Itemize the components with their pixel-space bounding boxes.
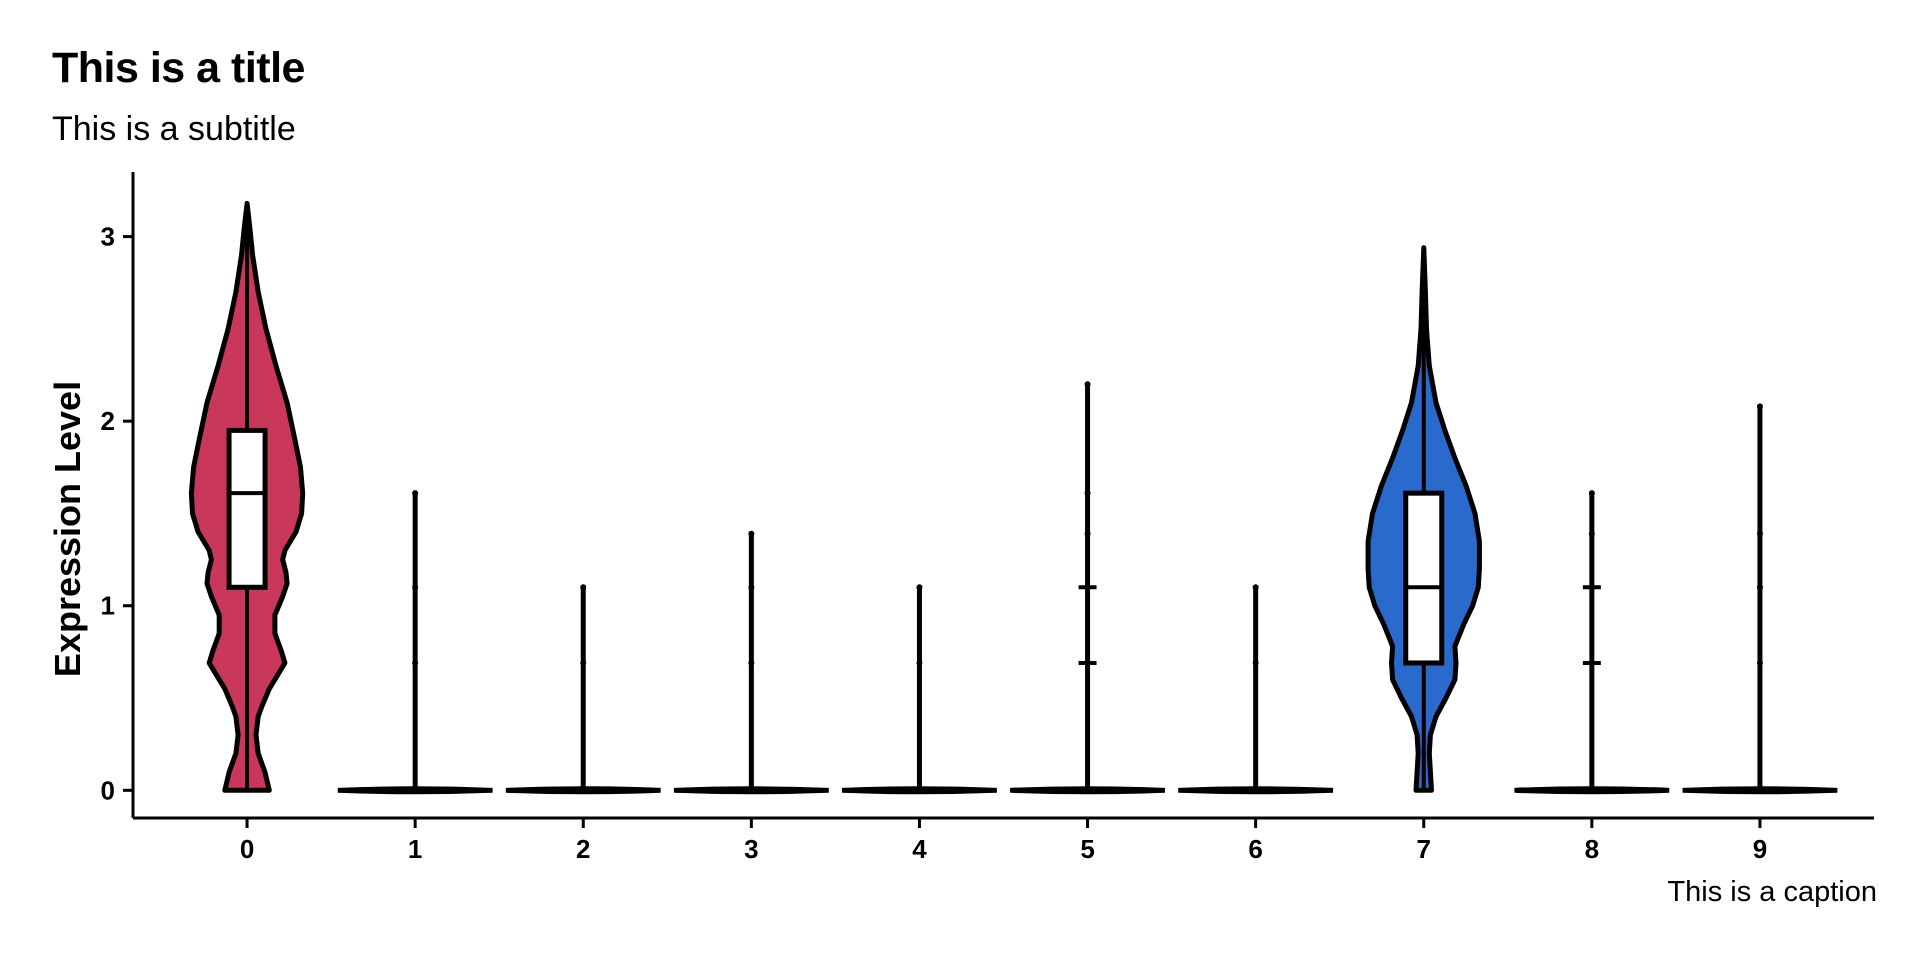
data-point-2 bbox=[580, 659, 587, 666]
box-0 bbox=[226, 427, 268, 590]
chart-subtitle: This is a subtitle bbox=[52, 110, 296, 148]
x-tick-label: 6 bbox=[1248, 834, 1262, 864]
y-tick-label: 3 bbox=[101, 222, 115, 252]
x-tick-label: 8 bbox=[1585, 834, 1599, 864]
data-point-8 bbox=[1588, 530, 1595, 537]
data-point-4 bbox=[916, 659, 923, 666]
data-point-8 bbox=[1588, 490, 1595, 497]
data-point-9 bbox=[1756, 530, 1763, 537]
violins-layer bbox=[188, 200, 1838, 795]
chart-caption: This is a caption bbox=[1667, 876, 1877, 908]
data-point-3 bbox=[748, 530, 755, 537]
data-point-1 bbox=[412, 490, 419, 497]
data-point-6 bbox=[1252, 659, 1259, 666]
data-point-5 bbox=[1084, 530, 1091, 537]
data-point-6 bbox=[1252, 584, 1259, 591]
data-point-5 bbox=[1084, 381, 1091, 388]
data-point-2 bbox=[580, 584, 587, 591]
x-tick-label: 5 bbox=[1080, 834, 1094, 864]
data-point-5 bbox=[1084, 490, 1091, 497]
x-tick-label: 0 bbox=[240, 834, 254, 864]
y-tick-label: 1 bbox=[101, 591, 115, 621]
x-tick-label: 2 bbox=[576, 834, 590, 864]
box-7 bbox=[1403, 490, 1445, 666]
data-point-4 bbox=[916, 584, 923, 591]
data-point-3 bbox=[748, 584, 755, 591]
x-tick-label: 4 bbox=[912, 834, 927, 864]
data-point-9 bbox=[1756, 659, 1763, 666]
data-point-9 bbox=[1756, 584, 1763, 591]
data-point-5 bbox=[1084, 659, 1091, 666]
x-tick-label: 7 bbox=[1417, 834, 1431, 864]
data-point-1 bbox=[412, 659, 419, 666]
x-tick-label: 9 bbox=[1753, 834, 1767, 864]
x-tick-label: 1 bbox=[408, 834, 422, 864]
data-point-1 bbox=[412, 584, 419, 591]
chart-title: This is a title bbox=[52, 44, 305, 92]
data-point-8 bbox=[1588, 584, 1595, 591]
y-tick-label: 2 bbox=[101, 406, 115, 436]
axes-layer: 0 1 2 3 0 1 2 3 4 5 6 7 8 9 bbox=[101, 172, 1874, 864]
data-point-5 bbox=[1084, 584, 1091, 591]
x-tick-label: 3 bbox=[744, 834, 758, 864]
y-tick-label: 0 bbox=[101, 775, 115, 805]
data-point-3 bbox=[748, 659, 755, 666]
y-axis-title: Expression Level bbox=[47, 381, 88, 677]
data-point-9 bbox=[1756, 403, 1763, 410]
data-point-8 bbox=[1588, 659, 1595, 666]
